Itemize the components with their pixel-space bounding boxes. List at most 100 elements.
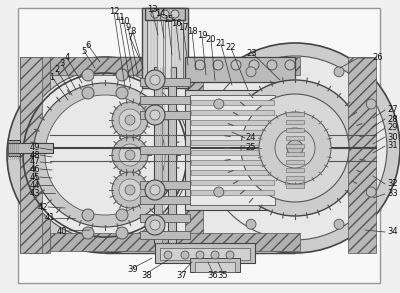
Bar [140,146,190,154]
Circle shape [190,43,400,253]
Circle shape [125,185,135,195]
Circle shape [287,140,303,156]
Circle shape [241,94,349,202]
Circle shape [334,67,344,77]
Circle shape [119,179,141,201]
Circle shape [112,102,148,138]
Text: 7: 7 [127,33,133,42]
Circle shape [116,87,128,99]
Bar [157,10,163,82]
Circle shape [150,220,160,230]
Bar [8,140,20,156]
Circle shape [82,69,94,81]
Circle shape [145,215,165,235]
Circle shape [82,227,94,239]
Circle shape [20,70,190,240]
Circle shape [334,219,344,229]
Circle shape [366,187,376,197]
Bar [165,10,171,82]
Bar [185,57,203,253]
Circle shape [181,251,189,259]
Bar [286,184,304,188]
Bar [286,152,304,156]
Bar [191,170,274,175]
Text: 9: 9 [125,23,131,32]
Circle shape [150,75,160,85]
Text: 34: 34 [387,227,398,236]
Circle shape [285,60,295,70]
Text: 39: 39 [128,265,138,275]
Circle shape [211,251,219,259]
Bar [140,111,190,119]
Text: 2: 2 [54,66,60,74]
Bar [20,57,42,253]
Circle shape [116,69,128,81]
Bar [20,57,50,253]
Circle shape [195,60,205,70]
Text: 25: 25 [245,142,256,151]
Bar [191,150,274,155]
Text: 4: 4 [64,54,70,62]
Bar [191,140,274,145]
Bar [286,160,304,164]
Circle shape [125,150,135,160]
Text: 3: 3 [59,59,65,69]
Circle shape [226,251,234,259]
Text: 36: 36 [208,270,218,280]
Bar [185,57,295,82]
Bar [286,144,304,148]
Circle shape [145,180,165,200]
Circle shape [119,109,141,131]
Text: 29: 29 [387,124,398,132]
Bar [190,258,240,272]
Circle shape [112,172,148,208]
Bar [145,8,185,20]
Circle shape [125,115,135,125]
Text: 16: 16 [171,18,181,28]
Circle shape [145,70,165,90]
Bar [191,160,274,165]
Text: 28: 28 [387,115,398,124]
Circle shape [213,60,223,70]
Text: 6: 6 [85,40,91,50]
Circle shape [164,251,172,259]
Bar [191,120,274,125]
Text: 35: 35 [218,270,228,280]
Text: 48: 48 [30,151,40,159]
Text: 45: 45 [30,173,40,181]
Circle shape [246,67,256,77]
Bar [286,136,304,140]
Text: 11: 11 [114,13,124,21]
Bar [286,168,304,172]
Text: 31: 31 [387,142,398,151]
Bar [140,196,190,204]
Text: 27: 27 [387,105,398,115]
Circle shape [171,10,179,18]
Circle shape [82,209,94,221]
Bar [154,67,162,243]
Circle shape [45,95,165,215]
Text: 33: 33 [387,190,398,198]
Circle shape [150,185,160,195]
Text: 17: 17 [178,23,188,32]
Text: 1: 1 [49,72,55,81]
Bar [191,100,274,105]
Text: 47: 47 [30,158,40,166]
Circle shape [259,112,331,184]
Bar [147,10,183,86]
Circle shape [203,56,387,240]
Text: 44: 44 [30,180,40,190]
Circle shape [196,251,204,259]
Bar [140,78,190,86]
Text: 23: 23 [247,49,257,57]
Circle shape [214,99,224,109]
Bar [286,128,304,132]
Circle shape [145,105,165,125]
Bar [190,95,275,205]
Text: 5: 5 [81,47,87,55]
Bar [50,233,300,251]
Circle shape [366,99,376,109]
Circle shape [112,137,148,173]
Bar [185,90,280,210]
Circle shape [150,110,160,120]
